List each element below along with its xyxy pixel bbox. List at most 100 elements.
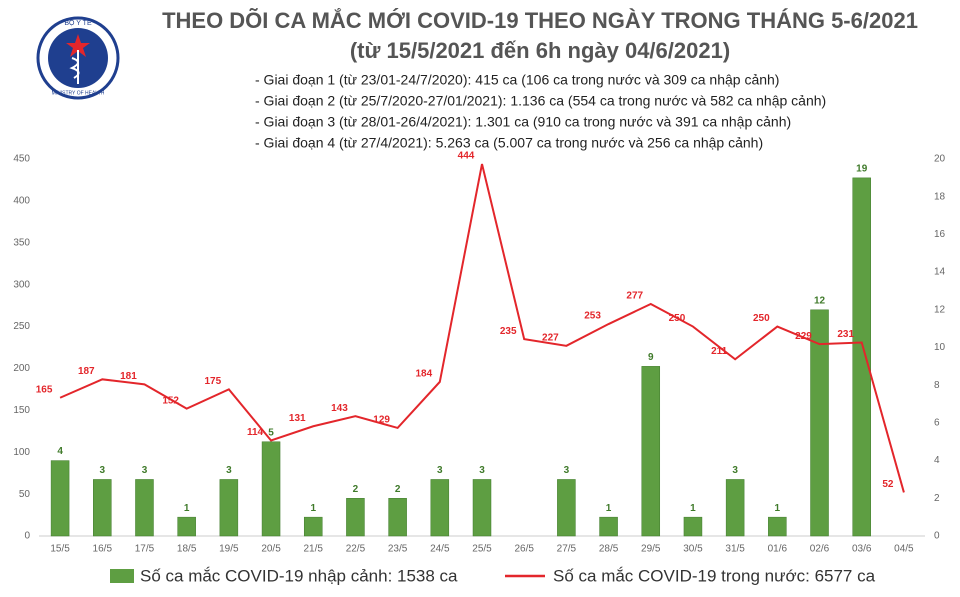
annotation: - Giai đoạn 2 (từ 25/7/2020-27/01/2021):… bbox=[255, 93, 826, 109]
y-tick-label: 150 bbox=[13, 405, 30, 416]
x-tick-label: 23/5 bbox=[388, 544, 408, 555]
line-label: 114 bbox=[247, 427, 264, 438]
x-tick-label: 26/5 bbox=[514, 544, 534, 555]
bar bbox=[557, 479, 576, 537]
x-tick-label: 29/5 bbox=[641, 544, 661, 555]
bar bbox=[93, 479, 112, 537]
bar-label: 1 bbox=[310, 503, 316, 514]
line-label: 187 bbox=[78, 366, 95, 377]
bar-label: 1 bbox=[184, 503, 190, 514]
line-label: 143 bbox=[331, 403, 348, 414]
bar-label: 3 bbox=[142, 465, 148, 476]
x-tick-label: 16/5 bbox=[93, 544, 113, 555]
line-label: 229 bbox=[795, 331, 812, 342]
x-tick-label: 01/6 bbox=[768, 544, 788, 555]
bar-label: 12 bbox=[814, 295, 826, 306]
line-label: 231 bbox=[837, 329, 854, 340]
line-label: 250 bbox=[753, 313, 770, 324]
bar bbox=[430, 479, 450, 537]
line-label: 184 bbox=[415, 368, 432, 379]
y-tick-label: 100 bbox=[13, 447, 30, 458]
x-tick-label: 24/5 bbox=[430, 544, 450, 555]
bar-label: 3 bbox=[564, 465, 570, 476]
bar bbox=[388, 498, 407, 537]
bar-label: 2 bbox=[395, 484, 401, 495]
bar bbox=[219, 479, 239, 537]
bar-label: 1 bbox=[775, 503, 781, 514]
line bbox=[59, 163, 905, 493]
line-label: 152 bbox=[162, 395, 179, 406]
bar bbox=[135, 479, 154, 537]
x-tick-label: 19/5 bbox=[219, 544, 239, 555]
y2-tick-label: 16 bbox=[934, 229, 946, 240]
x-tick-label: 02/6 bbox=[810, 544, 830, 555]
line-label: 277 bbox=[626, 291, 643, 302]
y2-tick-label: 14 bbox=[934, 267, 946, 278]
x-tick-label: 21/5 bbox=[304, 544, 324, 555]
legend-label: Số ca mắc COVID-19 trong nước: 6577 ca bbox=[553, 566, 876, 585]
bar-label: 3 bbox=[479, 465, 485, 476]
bar bbox=[303, 516, 323, 537]
y2-tick-label: 4 bbox=[934, 455, 940, 466]
annotation: - Giai đoạn 1 (từ 23/01-24/7/2020): 415 … bbox=[255, 72, 779, 88]
bar bbox=[768, 516, 787, 537]
bar-label: 3 bbox=[226, 465, 232, 476]
bar bbox=[177, 516, 196, 537]
y-tick-label: 400 bbox=[13, 196, 30, 207]
annotation: - Giai đoạn 4 (từ 27/4/2021): 5.263 ca (… bbox=[255, 135, 763, 151]
x-tick-label: 30/5 bbox=[683, 544, 703, 555]
x-tick-label: 27/5 bbox=[557, 544, 577, 555]
line-label: 165 bbox=[36, 384, 53, 395]
bar-label: 3 bbox=[732, 465, 738, 476]
annotation: - Giai đoạn 3 (từ 28/01-26/4/2021): 1.30… bbox=[255, 114, 791, 130]
line-label: 181 bbox=[120, 371, 137, 382]
bar bbox=[599, 516, 618, 537]
line-label: 444 bbox=[458, 151, 475, 162]
x-tick-label: 20/5 bbox=[261, 544, 281, 555]
y2-tick-label: 10 bbox=[934, 342, 946, 353]
bar bbox=[810, 309, 829, 537]
chart-subtitle: (từ 15/5/2021 đến 6h ngày 04/6/2021) bbox=[350, 38, 730, 63]
y2-tick-label: 12 bbox=[934, 304, 946, 315]
line-label: 129 bbox=[373, 415, 390, 426]
y-tick-label: 250 bbox=[13, 321, 30, 332]
x-tick-label: 15/5 bbox=[50, 544, 70, 555]
x-tick-label: 18/5 bbox=[177, 544, 197, 555]
bar-label: 1 bbox=[606, 503, 612, 514]
legend-label: Số ca mắc COVID-19 nhập cảnh: 1538 ca bbox=[140, 566, 458, 585]
line-label: 175 bbox=[205, 376, 222, 387]
legend-swatch bbox=[110, 569, 134, 583]
bar bbox=[852, 177, 871, 537]
bar-label: 2 bbox=[353, 484, 359, 495]
bar-label: 4 bbox=[57, 446, 63, 457]
x-tick-label: 03/6 bbox=[852, 544, 872, 555]
y2-tick-label: 6 bbox=[934, 418, 940, 429]
logo-bottom: MINISTRY OF HEALTH bbox=[52, 90, 105, 96]
bar-label: 3 bbox=[437, 465, 443, 476]
bar-label: 5 bbox=[268, 427, 274, 438]
y-tick-label: 0 bbox=[24, 531, 30, 542]
y-tick-label: 350 bbox=[13, 237, 30, 248]
bar bbox=[50, 460, 70, 537]
bar-label: 19 bbox=[856, 163, 868, 174]
bar-label: 1 bbox=[690, 503, 696, 514]
x-tick-label: 25/5 bbox=[472, 544, 492, 555]
bar bbox=[725, 479, 745, 537]
chart-title: THEO DÕI CA MẮC MỚI COVID-19 THEO NGÀY T… bbox=[162, 8, 918, 33]
logo-top: BỘ Y TẾ bbox=[64, 17, 92, 27]
x-tick-label: 22/5 bbox=[346, 544, 366, 555]
y2-tick-label: 20 bbox=[934, 154, 946, 165]
bar bbox=[472, 479, 492, 537]
y-tick-label: 300 bbox=[13, 279, 30, 290]
line-label: 235 bbox=[500, 326, 517, 337]
y-tick-label: 50 bbox=[19, 489, 31, 500]
line-label: 250 bbox=[669, 313, 686, 324]
line-label: 253 bbox=[584, 311, 601, 322]
y2-tick-label: 0 bbox=[934, 531, 940, 542]
bar-label: 9 bbox=[648, 352, 654, 363]
bar bbox=[683, 516, 703, 537]
bar bbox=[346, 498, 365, 537]
x-tick-label: 04/5 bbox=[894, 544, 914, 555]
x-tick-label: 28/5 bbox=[599, 544, 619, 555]
